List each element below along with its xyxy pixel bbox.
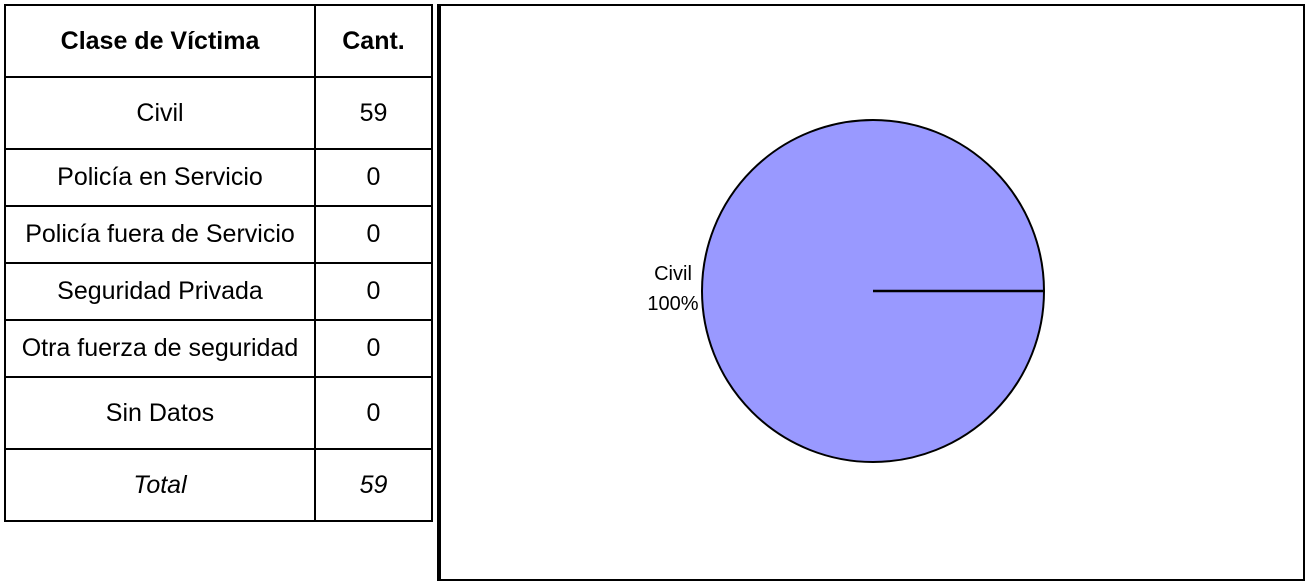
row-value: 0 <box>314 319 433 378</box>
total-value: 59 <box>314 448 433 522</box>
header-cantidad: Cant. <box>314 4 433 78</box>
pie-slice-label: Civil <box>654 263 692 285</box>
row-value: 0 <box>314 376 433 450</box>
row-value: 0 <box>314 205 433 264</box>
table-row: Sin Datos 0 <box>4 376 433 450</box>
row-value: 0 <box>314 148 433 207</box>
pie-slice-percent-label: 100% <box>647 293 698 315</box>
row-label: Sin Datos <box>4 376 316 450</box>
victim-class-table: Clase de Víctima Cant. Civil 59 Policía … <box>4 4 433 522</box>
row-label: Civil <box>4 76 316 150</box>
row-label: Policía fuera de Servicio <box>4 205 316 264</box>
row-value: 0 <box>314 262 433 321</box>
pie-chart-panel: Civil 100% <box>437 4 1305 581</box>
table-row: Otra fuerza de seguridad 0 <box>4 319 433 378</box>
row-label: Seguridad Privada <box>4 262 316 321</box>
pie-chart: Civil 100% <box>647 119 1045 463</box>
table-row: Seguridad Privada 0 <box>4 262 433 321</box>
row-value: 59 <box>314 76 433 150</box>
table-header-row: Clase de Víctima Cant. <box>4 4 433 78</box>
total-label: Total <box>4 448 316 522</box>
table-total-row: Total 59 <box>4 448 433 522</box>
table-row: Policía fuera de Servicio 0 <box>4 205 433 264</box>
row-label: Policía en Servicio <box>4 148 316 207</box>
row-label: Otra fuerza de seguridad <box>4 319 316 378</box>
header-clase-de-victima: Clase de Víctima <box>4 4 316 78</box>
table-row: Civil 59 <box>4 76 433 150</box>
table-row: Policía en Servicio 0 <box>4 148 433 207</box>
